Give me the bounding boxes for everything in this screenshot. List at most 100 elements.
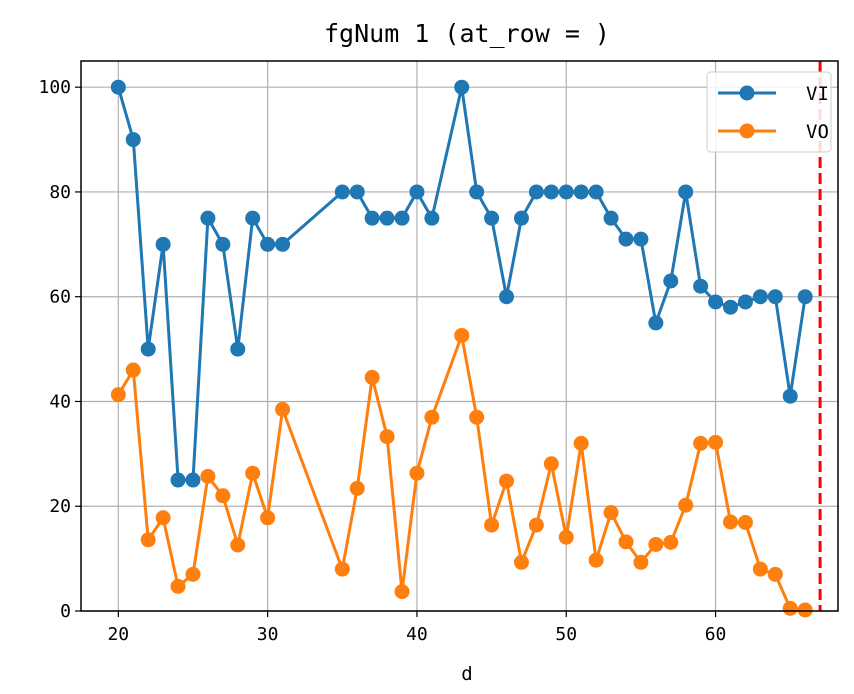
data-point [722, 299, 738, 315]
axis-ticks: 20 30 40 50 60 0 20 40 60 80 100 [38, 77, 726, 645]
data-point [484, 517, 500, 533]
legend: VI VO [706, 71, 832, 153]
data-point [275, 401, 291, 417]
data-point [260, 236, 276, 252]
data-point [797, 289, 813, 305]
data-point [200, 210, 216, 226]
x-tick-label: 40 [406, 624, 428, 645]
legend-label: VI [806, 83, 829, 105]
data-point [618, 534, 634, 550]
data-point [275, 236, 291, 252]
data-point [633, 231, 649, 247]
data-point [663, 273, 679, 289]
data-point [409, 465, 425, 481]
data-point [693, 435, 709, 451]
data-point [722, 514, 738, 530]
data-point [767, 289, 783, 305]
data-point [140, 532, 156, 548]
data-point [797, 602, 813, 618]
data-point [528, 517, 544, 533]
data-point [110, 387, 126, 403]
data-point [409, 184, 425, 200]
legend-marker [739, 123, 755, 139]
data-point [245, 465, 261, 481]
data-point [469, 409, 485, 425]
y-tick-label: 40 [49, 391, 71, 412]
plot-frame [80, 60, 839, 612]
data-point [349, 184, 365, 200]
data-point [648, 536, 664, 552]
data-point [558, 184, 574, 200]
data-point [558, 529, 574, 545]
data-point [140, 341, 156, 357]
series-vi [110, 79, 813, 488]
data-point [170, 472, 186, 488]
data-point [424, 409, 440, 425]
data-point [379, 210, 395, 226]
data-point [737, 514, 753, 530]
x-tick-label: 20 [107, 624, 129, 645]
data-point [170, 578, 186, 594]
data-point [678, 497, 694, 513]
data-point [155, 236, 171, 252]
data-point [364, 210, 380, 226]
data-point [678, 184, 694, 200]
data-point [752, 561, 768, 577]
data-point [484, 210, 500, 226]
data-point [633, 554, 649, 570]
data-point [528, 184, 544, 200]
y-tick-label: 100 [38, 77, 71, 98]
data-point [782, 600, 798, 616]
data-point [454, 79, 470, 95]
data-point [648, 315, 664, 331]
data-point [334, 184, 350, 200]
x-tick-label: 30 [257, 624, 279, 645]
data-point [513, 554, 529, 570]
data-point [125, 132, 141, 148]
data-point [618, 231, 634, 247]
data-point [424, 210, 440, 226]
chart-title: fgNum 1 (at_row = ) [324, 19, 610, 48]
data-point [230, 537, 246, 553]
data-point [573, 435, 589, 451]
data-point [334, 561, 350, 577]
data-point [543, 184, 559, 200]
data-point [767, 566, 783, 582]
data-point [454, 327, 470, 343]
data-point [588, 184, 604, 200]
data-point [543, 456, 559, 472]
data-point [125, 362, 141, 378]
y-tick-label: 80 [49, 182, 71, 203]
data-point [155, 510, 171, 526]
series-vo [110, 327, 813, 618]
data-point [394, 584, 410, 600]
y-tick-label: 0 [60, 601, 71, 622]
data-point [663, 534, 679, 550]
data-point [708, 294, 724, 310]
x-tick-label: 60 [705, 624, 727, 645]
data-point [200, 468, 216, 484]
data-point [708, 434, 724, 450]
data-point [693, 278, 709, 294]
data-point [752, 289, 768, 305]
y-tick-label: 60 [49, 287, 71, 308]
y-tick-label: 20 [49, 496, 71, 517]
x-tick-label: 50 [555, 624, 577, 645]
data-point [349, 480, 365, 496]
data-point [394, 210, 410, 226]
data-point [260, 510, 276, 526]
data-point [110, 79, 126, 95]
data-point [185, 566, 201, 582]
data-point [603, 210, 619, 226]
data-point [588, 552, 604, 568]
data-point [603, 505, 619, 521]
legend-label: VO [806, 121, 829, 143]
data-point [782, 388, 798, 404]
data-point [469, 184, 485, 200]
legend-marker [739, 85, 755, 101]
x-axis-label: d [461, 663, 472, 685]
data-point [573, 184, 589, 200]
data-point [499, 473, 515, 489]
data-point [513, 210, 529, 226]
